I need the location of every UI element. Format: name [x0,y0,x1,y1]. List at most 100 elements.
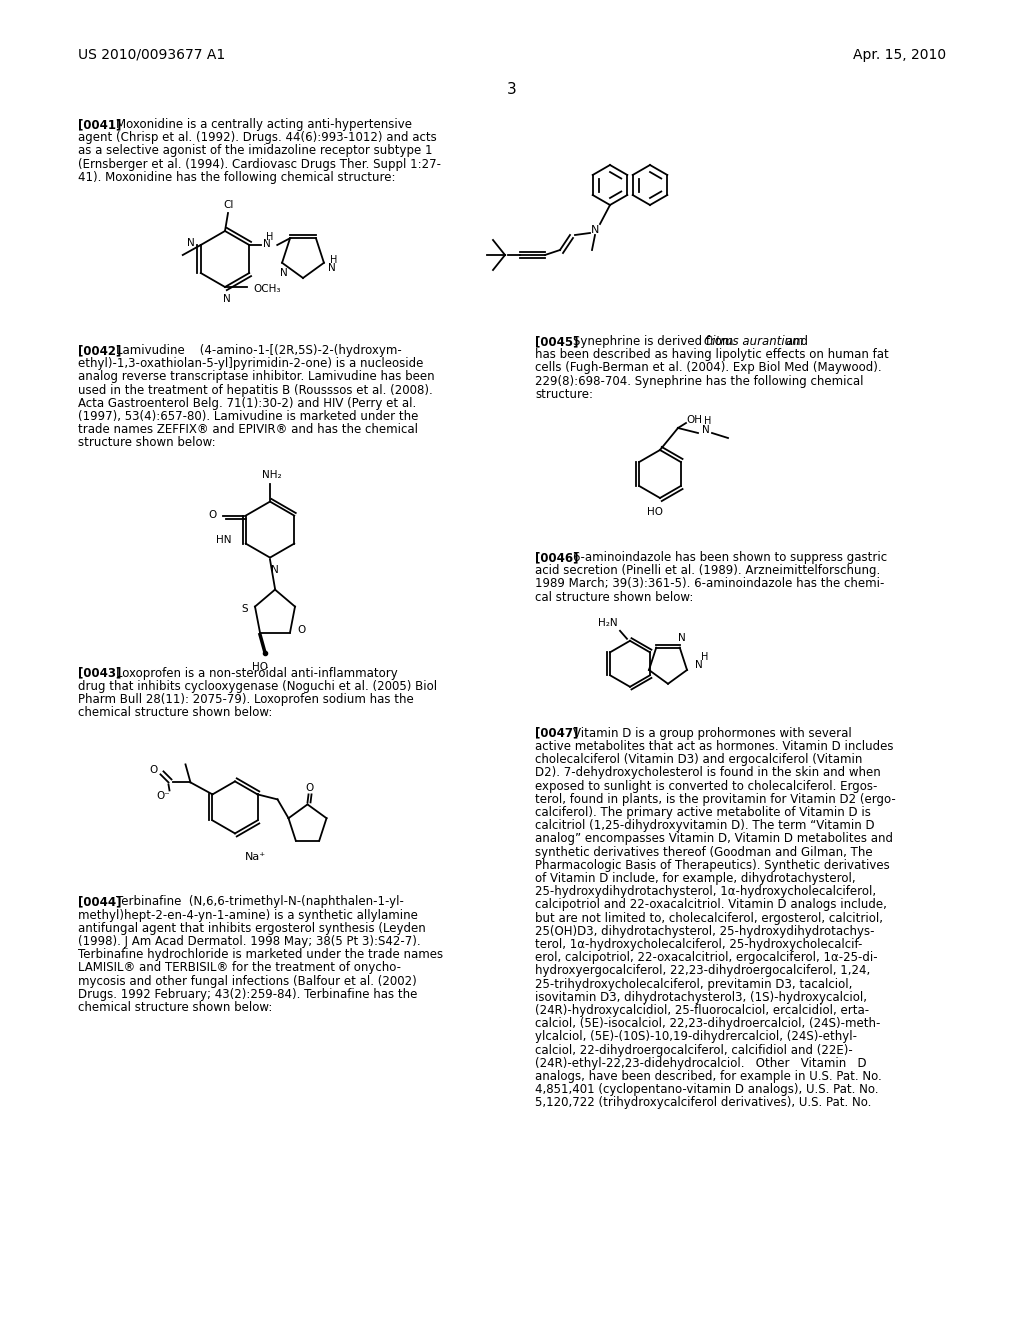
Text: active metabolites that act as hormones. Vitamin D includes: active metabolites that act as hormones.… [535,741,894,752]
Text: H: H [701,652,709,663]
Text: cells (Fugh-Berman et al. (2004). Exp Biol Med (Maywood).: cells (Fugh-Berman et al. (2004). Exp Bi… [535,362,882,375]
Text: antifungal agent that inhibits ergosterol synthesis (Leyden: antifungal agent that inhibits ergostero… [78,921,426,935]
Text: H: H [705,416,712,426]
Text: O: O [150,766,158,775]
Text: Na⁺: Na⁺ [245,853,265,862]
Text: analog reverse transcriptase inhibitor. Lamivudine has been: analog reverse transcriptase inhibitor. … [78,371,434,383]
Text: and: and [782,335,808,348]
Text: of Vitamin D include, for example, dihydrotachysterol,: of Vitamin D include, for example, dihyd… [535,873,856,884]
Text: N: N [271,565,279,574]
Text: calciol, (5E)-isocalciol, 22,23-dihydroercalciol, (24S)-meth-: calciol, (5E)-isocalciol, 22,23-dihydroe… [535,1018,881,1030]
Text: chemical structure shown below:: chemical structure shown below: [78,1001,272,1014]
Text: drug that inhibits cyclooxygenase (Noguchi et al. (2005) Biol: drug that inhibits cyclooxygenase (Noguc… [78,680,437,693]
Text: cholecalciferol (Vitamin D3) and ergocalciferol (Vitamin: cholecalciferol (Vitamin D3) and ergocal… [535,754,862,766]
Text: chemical structure shown below:: chemical structure shown below: [78,706,272,719]
Text: O: O [298,624,306,635]
Text: Pharm Bull 28(11): 2075-79). Loxoprofen sodium has the: Pharm Bull 28(11): 2075-79). Loxoprofen … [78,693,414,706]
Text: OCH₃: OCH₃ [253,284,281,294]
Text: 25-trihydroxycholecalciferol, previtamin D3, tacalciol,: 25-trihydroxycholecalciferol, previtamin… [535,978,852,990]
Text: N: N [328,263,336,273]
Text: (1998). J Am Acad Dermatol. 1998 May; 38(5 Pt 3):S42-7).: (1998). J Am Acad Dermatol. 1998 May; 38… [78,935,421,948]
Text: O: O [209,510,217,520]
Text: calcitriol (1,25-dihydroxyvitamin D). The term “Vitamin D: calcitriol (1,25-dihydroxyvitamin D). Th… [535,820,874,832]
Text: US 2010/0093677 A1: US 2010/0093677 A1 [78,48,225,62]
Text: LAMISIL® and TERBISIL® for the treatment of onycho-: LAMISIL® and TERBISIL® for the treatment… [78,961,401,974]
Text: Apr. 15, 2010: Apr. 15, 2010 [853,48,946,62]
Text: (1997), 53(4):657-80). Lamivudine is marketed under the: (1997), 53(4):657-80). Lamivudine is mar… [78,411,419,422]
Text: HO: HO [647,507,663,517]
Text: 229(8):698-704. Synephrine has the following chemical: 229(8):698-704. Synephrine has the follo… [535,375,863,388]
Text: calciol, 22-dihydroergocalciferol, calcifidiol and (22E)-: calciol, 22-dihydroergocalciferol, calci… [535,1044,853,1056]
Text: 1989 March; 39(3):361-5). 6-aminoindazole has the chemi-: 1989 March; 39(3):361-5). 6-aminoindazol… [535,577,885,590]
Text: N: N [281,268,288,277]
Text: N: N [695,660,702,671]
Text: H: H [265,232,273,242]
Text: Drugs. 1992 February; 43(2):259-84). Terbinafine has the: Drugs. 1992 February; 43(2):259-84). Ter… [78,987,418,1001]
Text: (Ernsberger et al. (1994). Cardiovasc Drugs Ther. Suppl 1:27-: (Ernsberger et al. (1994). Cardiovasc Dr… [78,157,441,170]
Text: H: H [330,255,338,265]
Text: used in the treatment of hepatitis B (Rousssos et al. (2008).: used in the treatment of hepatitis B (Ro… [78,384,433,396]
Text: 5,120,722 (trihydroxycalciferol derivatives), U.S. Pat. No.: 5,120,722 (trihydroxycalciferol derivati… [535,1097,871,1109]
Text: ethyl)-1,3-oxathiolan-5-yl]pyrimidin-2-one) is a nucleoside: ethyl)-1,3-oxathiolan-5-yl]pyrimidin-2-o… [78,358,423,370]
Text: Acta Gastroenterol Belg. 71(1):30-2) and HIV (Perry et al.: Acta Gastroenterol Belg. 71(1):30-2) and… [78,397,416,409]
Text: ylcalciol, (5E)-(10S)-10,19-dihydrercalciol, (24S)-ethyl-: ylcalciol, (5E)-(10S)-10,19-dihydrercalc… [535,1031,857,1043]
Text: Citrus aurantium: Citrus aurantium [705,335,804,348]
Text: has been described as having lipolytic effects on human fat: has been described as having lipolytic e… [535,348,889,362]
Text: calcipotriol and 22-oxacalcitriol. Vitamin D analogs include,: calcipotriol and 22-oxacalcitriol. Vitam… [535,899,887,911]
Text: Cl: Cl [224,201,234,210]
Text: N: N [678,632,686,643]
Text: calciferol). The primary active metabolite of Vitamin D is: calciferol). The primary active metaboli… [535,807,870,818]
Text: terol, found in plants, is the provitamin for Vitamin D2 (ergo-: terol, found in plants, is the provitami… [535,793,896,805]
Text: Lamivudine    (4-amino-1-[(2R,5S)-2-(hydroxym-: Lamivudine (4-amino-1-[(2R,5S)-2-(hydrox… [116,345,401,356]
Text: hydroxyergocalciferol, 22,23-dihydroergocalciferol, 1,24,: hydroxyergocalciferol, 22,23-dihydroergo… [535,965,870,977]
Text: H₂N: H₂N [598,618,617,628]
Text: (24R)-ethyl-22,23-didehydrocalciol.   Other   Vitamin   D: (24R)-ethyl-22,23-didehydrocalciol. Othe… [535,1057,866,1069]
Text: (24R)-hydroxycalcidiol, 25-fluorocalciol, ercalcidiol, erta-: (24R)-hydroxycalcidiol, 25-fluorocalciol… [535,1005,869,1016]
Text: analogs, have been described, for example in U.S. Pat. No.: analogs, have been described, for exampl… [535,1071,882,1082]
Text: NH₂: NH₂ [262,470,282,479]
Text: O: O [305,783,313,793]
Text: Synephrine is derived from: Synephrine is derived from [573,335,737,348]
Text: [0046]: [0046] [535,550,579,564]
Text: [0043]: [0043] [78,667,122,680]
Text: HO: HO [252,661,268,672]
Text: O⁻: O⁻ [157,792,170,801]
Text: N: N [223,294,230,304]
Text: but are not limited to, cholecalciferol, ergosterol, calcitriol,: but are not limited to, cholecalciferol,… [535,912,883,924]
Text: N: N [186,238,195,248]
Text: 6-aminoindazole has been shown to suppress gastric: 6-aminoindazole has been shown to suppre… [573,550,887,564]
Text: S: S [242,603,248,614]
Text: [0047]: [0047] [535,727,579,739]
Text: Vitamin D is a group prohormones with several: Vitamin D is a group prohormones with se… [573,727,852,739]
Text: 41). Moxonidine has the following chemical structure:: 41). Moxonidine has the following chemic… [78,170,395,183]
Text: [0041]: [0041] [78,117,122,131]
Text: N: N [702,425,710,436]
Text: HN: HN [216,535,231,545]
Text: as a selective agonist of the imidazoline receptor subtype 1: as a selective agonist of the imidazolin… [78,144,432,157]
Text: [0042]: [0042] [78,345,122,356]
Text: Loxoprofen is a non-steroidal anti-inflammatory: Loxoprofen is a non-steroidal anti-infla… [116,667,397,680]
Text: cal structure shown below:: cal structure shown below: [535,590,693,603]
Text: erol, calcipotriol, 22-oxacalcitriol, ergocalciferol, 1α-25-di-: erol, calcipotriol, 22-oxacalcitriol, er… [535,952,878,964]
Text: [0044]: [0044] [78,895,122,908]
Text: terol, 1α-hydroxycholecalciferol, 25-hydroxycholecalcif-: terol, 1α-hydroxycholecalciferol, 25-hyd… [535,939,862,950]
Text: synthetic derivatives thereof (Goodman and Gilman, The: synthetic derivatives thereof (Goodman a… [535,846,872,858]
Text: 25(OH)D3, dihydrotachysterol, 25-hydroxydihydrotachys-: 25(OH)D3, dihydrotachysterol, 25-hydroxy… [535,925,874,937]
Text: N: N [591,224,599,235]
Text: analog” encompasses Vitamin D, Vitamin D metabolites and: analog” encompasses Vitamin D, Vitamin D… [535,833,893,845]
Text: trade names ZEFFIX® and EPIVIR® and has the chemical: trade names ZEFFIX® and EPIVIR® and has … [78,424,418,436]
Text: 3: 3 [507,82,517,96]
Text: [0045]: [0045] [535,335,579,348]
Text: mycosis and other fungal infections (Balfour et al. (2002): mycosis and other fungal infections (Bal… [78,974,417,987]
Text: exposed to sunlight is converted to cholecalciferol. Ergos-: exposed to sunlight is converted to chol… [535,780,878,792]
Text: 4,851,401 (cyclopentano-vitamin D analogs), U.S. Pat. No.: 4,851,401 (cyclopentano-vitamin D analog… [535,1084,879,1096]
Text: N: N [263,239,271,249]
Text: Moxonidine is a centrally acting anti-hypertensive: Moxonidine is a centrally acting anti-hy… [116,117,412,131]
Text: agent (Chrisp et al. (1992). Drugs. 44(6):993-1012) and acts: agent (Chrisp et al. (1992). Drugs. 44(6… [78,131,437,144]
Text: acid secretion (Pinelli et al. (1989). Arzneimittelforschung.: acid secretion (Pinelli et al. (1989). A… [535,564,881,577]
Text: D2). 7-dehydroxycholesterol is found in the skin and when: D2). 7-dehydroxycholesterol is found in … [535,767,881,779]
Text: structure shown below:: structure shown below: [78,437,216,449]
Text: structure:: structure: [535,388,593,401]
Text: 25-hydroxydihydrotachysterol, 1α-hydroxycholecalciferol,: 25-hydroxydihydrotachysterol, 1α-hydroxy… [535,886,877,898]
Text: methyl)hept-2-en-4-yn-1-amine) is a synthetic allylamine: methyl)hept-2-en-4-yn-1-amine) is a synt… [78,908,418,921]
